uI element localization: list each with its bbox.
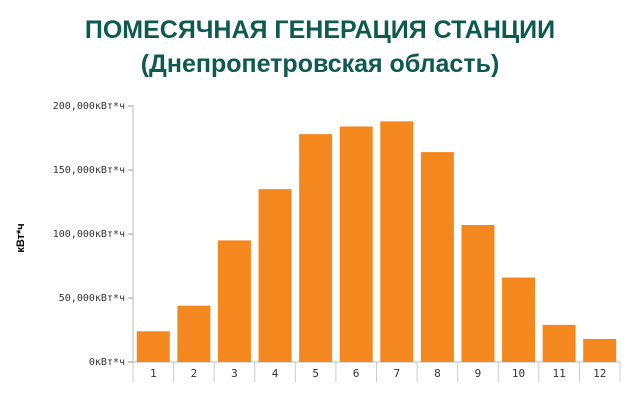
x-tick-label: 12 [593,367,606,380]
x-tick-label: 1 [150,367,157,380]
y-ticks: 0кВт*ч 50,000кВт*ч 100,000кВт*ч 150,000кВт*… [53,101,133,368]
x-tick-label: 9 [475,367,482,380]
bar [258,189,292,362]
bar [339,126,373,362]
bar [299,134,333,362]
bar [136,331,170,362]
y-tick-label: 200,000кВт*ч [53,101,125,112]
bar [217,240,251,362]
x-tick-label: 5 [312,367,319,380]
x-tick-label: 6 [353,367,360,380]
bar [380,121,414,362]
bar [502,277,536,362]
x-tick-label: 8 [434,367,441,380]
bars [136,121,617,362]
x-tick-label: 10 [512,367,525,380]
x-tick-label: 4 [272,367,279,380]
y-tick-label: 50,000кВт*ч [59,293,125,304]
x-tick-label: 2 [191,367,198,380]
y-tick-label: 0кВт*ч [89,357,125,368]
y-tick-label: 150,000кВт*ч [53,165,125,176]
y-tick-label: 100,000кВт*ч [53,229,125,240]
chart-title: ПОМЕСЯЧНАЯ ГЕНЕРАЦИЯ СТАНЦИИ [84,16,556,44]
bar [420,152,454,362]
bar [461,225,495,362]
x-ticks: 1 2 3 4 5 6 7 8 9 10 11 12 [150,367,606,380]
y-axis-label: кВт*ч [15,223,27,252]
x-tick-label: 7 [393,367,400,380]
bar [583,338,617,362]
x-tick-label: 3 [231,367,238,380]
chart-subtitle: (Днепропетровская область) [140,50,500,78]
bar [177,305,211,362]
bar [542,324,576,362]
x-tick-label: 11 [553,367,566,380]
